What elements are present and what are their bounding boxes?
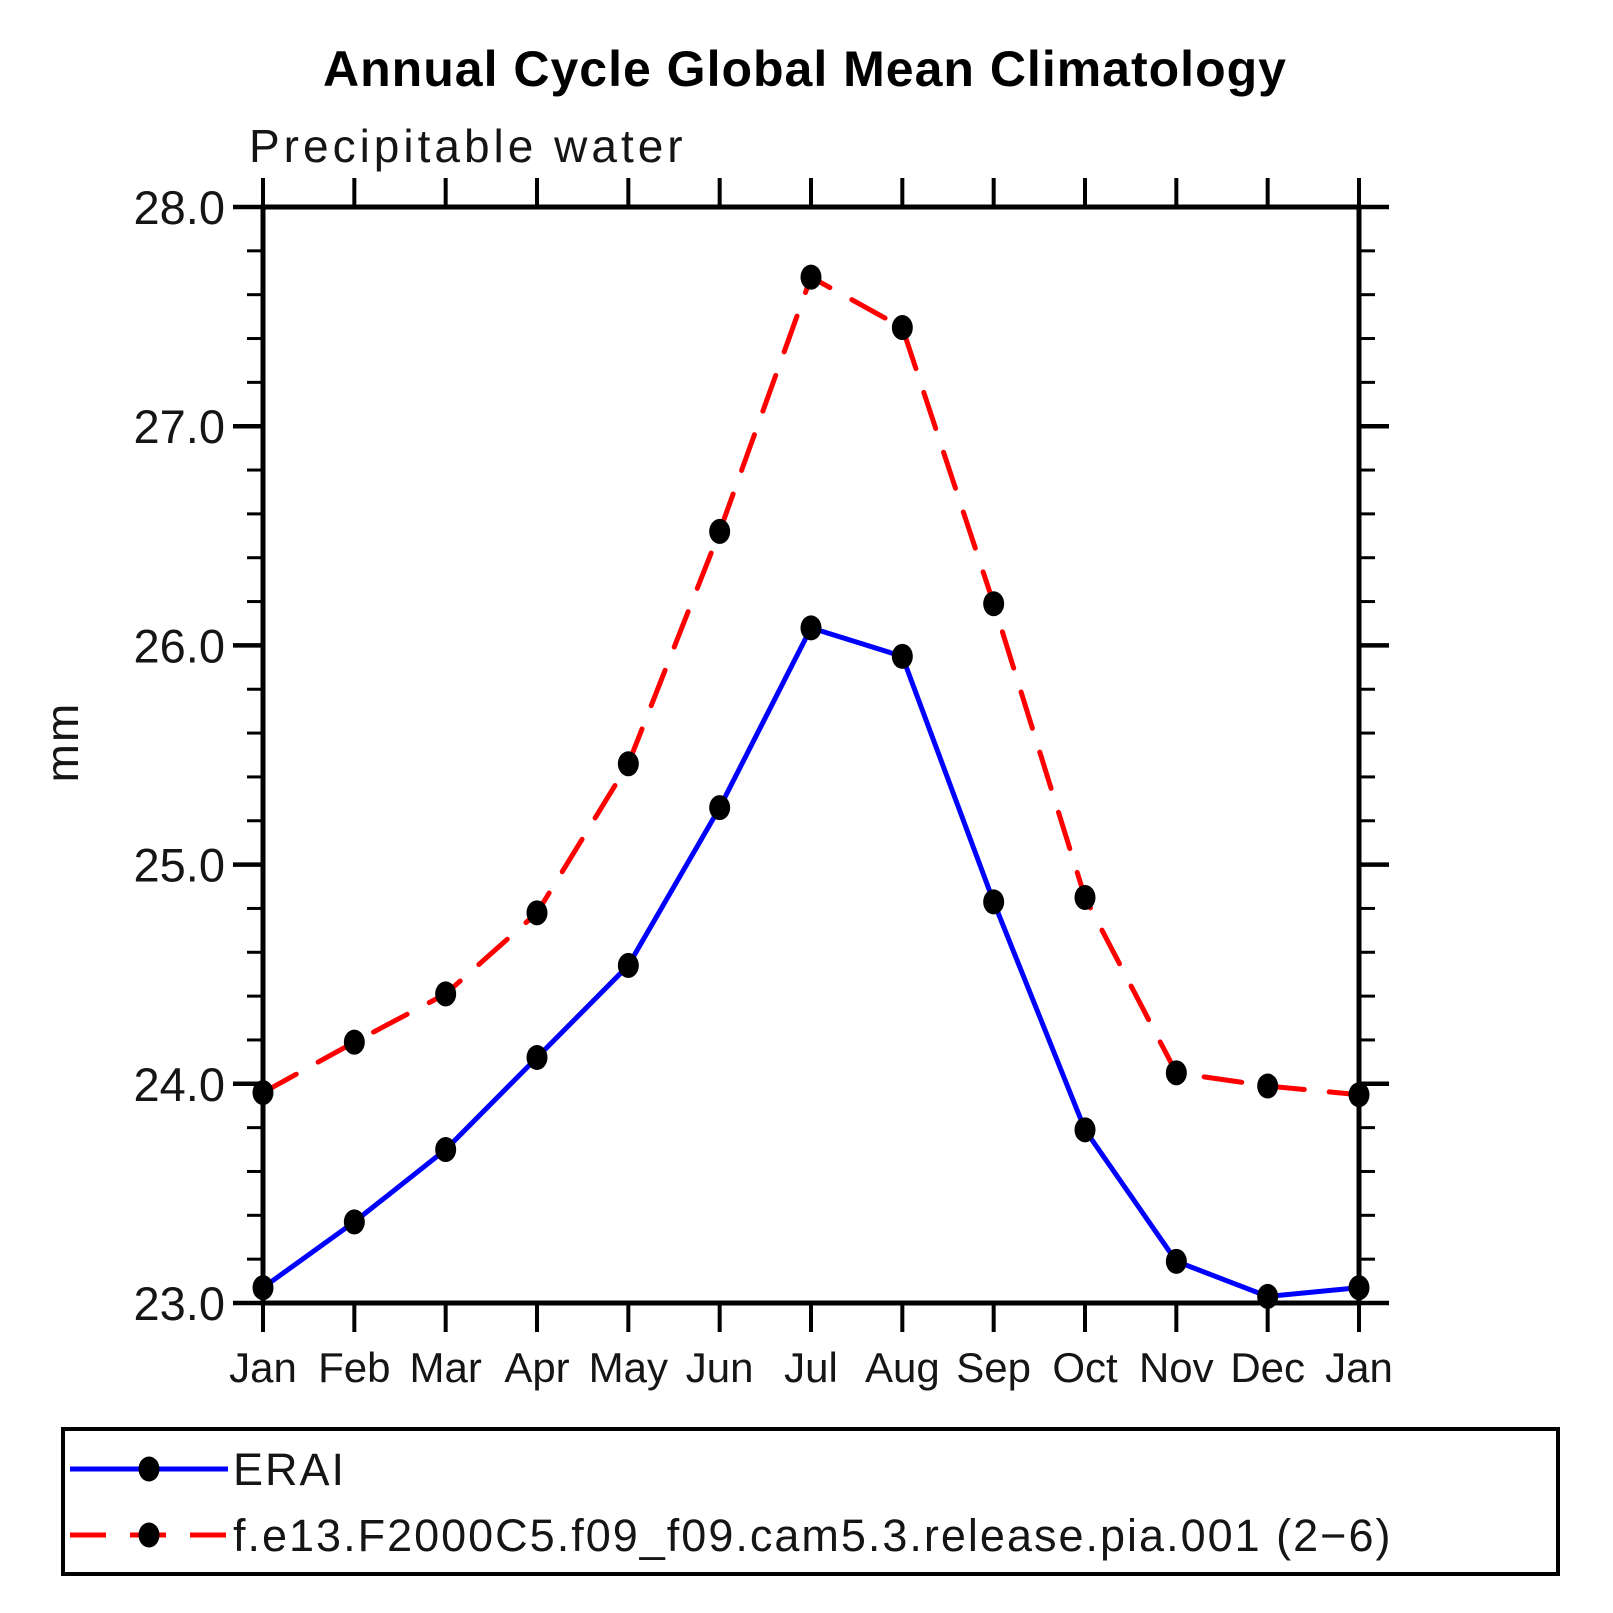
y-tick-label: 27.0 bbox=[134, 400, 225, 453]
data-point-model bbox=[526, 900, 548, 926]
data-point-erai bbox=[1074, 1117, 1096, 1143]
data-point-model bbox=[800, 264, 822, 290]
y-tick-label: 25.0 bbox=[134, 839, 225, 892]
data-point-model bbox=[1257, 1073, 1279, 1099]
data-point-erai bbox=[1165, 1248, 1187, 1274]
y-axis-title: mm bbox=[36, 702, 88, 783]
data-point-erai bbox=[983, 889, 1005, 915]
legend-marker-erai bbox=[138, 1456, 160, 1482]
data-point-model bbox=[891, 315, 913, 341]
data-point-erai bbox=[891, 643, 913, 669]
data-point-erai bbox=[617, 952, 639, 978]
y-tick-label: 23.0 bbox=[134, 1277, 225, 1330]
data-point-erai bbox=[709, 795, 731, 821]
x-tick-label: Oct bbox=[1052, 1344, 1118, 1391]
x-tick-label: Mar bbox=[409, 1344, 481, 1391]
data-point-model bbox=[343, 1029, 365, 1055]
data-point-model bbox=[1074, 884, 1096, 910]
legend-label-erai: ERAI bbox=[233, 1444, 346, 1495]
y-tick-label: 26.0 bbox=[134, 619, 225, 672]
chart-subtitle: Precipitable water bbox=[249, 120, 687, 172]
plot-frame bbox=[260, 204, 1362, 1306]
x-tick-label: Dec bbox=[1230, 1344, 1305, 1391]
x-tick-label: Aug bbox=[865, 1344, 940, 1391]
x-tick-label: Apr bbox=[504, 1344, 569, 1391]
x-tick-label: Feb bbox=[318, 1344, 390, 1391]
data-point-erai bbox=[435, 1137, 457, 1163]
x-tick-label: May bbox=[589, 1344, 668, 1391]
data-point-model bbox=[252, 1080, 274, 1106]
x-tick-label: Jun bbox=[686, 1344, 754, 1391]
data-point-erai bbox=[1257, 1283, 1279, 1309]
series-line-erai bbox=[260, 625, 1362, 1299]
x-tick-label: Jan bbox=[1325, 1344, 1393, 1391]
x-tick-label: Jul bbox=[784, 1344, 838, 1391]
legend-box bbox=[61, 1427, 1560, 1576]
data-point-erai bbox=[252, 1275, 274, 1301]
data-point-model bbox=[617, 751, 639, 777]
data-point-erai bbox=[343, 1209, 365, 1235]
data-point-erai bbox=[800, 615, 822, 641]
chart-title: Annual Cycle Global Mean Climatology bbox=[323, 41, 1287, 97]
x-tick-label: Nov bbox=[1139, 1344, 1214, 1391]
series-line-model bbox=[260, 274, 1362, 1098]
data-point-model bbox=[1348, 1082, 1370, 1108]
data-point-model bbox=[435, 981, 457, 1007]
y-tick-label: 24.0 bbox=[134, 1058, 225, 1111]
x-tick-label: Sep bbox=[956, 1344, 1031, 1391]
data-point-erai bbox=[526, 1044, 548, 1070]
legend-label-model: f.e13.F2000C5.f09_f09.cam5.3.release.pia… bbox=[233, 1510, 1392, 1561]
data-point-erai bbox=[1348, 1275, 1370, 1301]
legend-marker-model bbox=[138, 1522, 160, 1548]
data-point-model bbox=[1165, 1060, 1187, 1086]
y-tick-label: 28.0 bbox=[134, 181, 225, 234]
data-point-model bbox=[983, 591, 1005, 617]
legend: ERAI f.e13.F2000C5.f09_f09.cam5.3.releas… bbox=[61, 1427, 1560, 1576]
data-point-model bbox=[709, 518, 731, 544]
plot-area: 23.0 24.0 25.0 26.0 27.0 28.0 Jan Feb Mar Apr May J… bbox=[134, 178, 1393, 1391]
x-tick-label: Jan bbox=[229, 1344, 297, 1391]
